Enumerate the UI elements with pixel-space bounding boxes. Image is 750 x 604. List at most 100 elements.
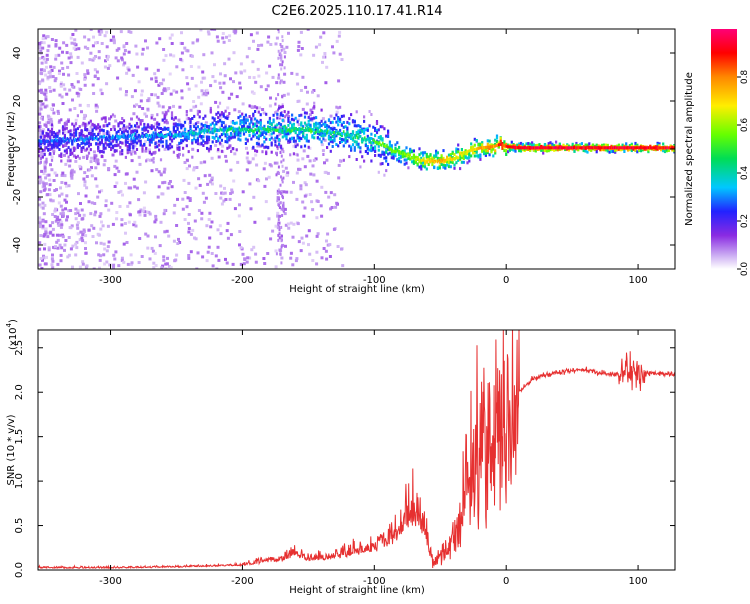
noise-cell	[146, 158, 150, 162]
noise-cell	[82, 213, 86, 217]
ridge-cell	[431, 156, 434, 160]
noise-cell	[62, 41, 66, 45]
ridge-cell	[254, 122, 257, 126]
ridge-cell	[148, 158, 151, 162]
ridge-cell	[220, 138, 223, 142]
ridge-cell	[416, 162, 419, 166]
noise-cell	[324, 81, 328, 85]
x-tick-label: -100	[363, 576, 386, 587]
ridge-cell	[427, 155, 430, 159]
ridge-core-cell	[489, 145, 492, 149]
ridge-cell	[84, 126, 87, 130]
ridge-cell	[143, 142, 146, 146]
noise-cell	[134, 224, 138, 228]
noise-cell	[65, 184, 68, 188]
noise-cell	[185, 76, 189, 80]
ridge-cell	[516, 143, 519, 147]
ridge-core-cell	[142, 135, 145, 139]
ridge-core-cell	[432, 158, 435, 162]
ridge-cell	[383, 156, 386, 160]
ridge-core-cell	[655, 146, 657, 150]
ridge-cell	[388, 151, 391, 155]
ridge-cell	[106, 124, 109, 128]
ridge-cell	[246, 139, 249, 143]
noise-cell	[323, 52, 327, 55]
noise-cell	[157, 185, 161, 189]
ridge-core-cell	[478, 146, 480, 150]
ridge-cell	[278, 138, 281, 142]
noise-cell	[89, 121, 93, 125]
noise-cell	[72, 170, 76, 174]
noise-cell	[51, 266, 55, 269]
ridge-cell	[189, 124, 192, 128]
ridge-cell	[438, 159, 441, 163]
noise-cell	[38, 89, 42, 93]
noise-cell	[259, 85, 263, 89]
ridge-core-cell	[467, 149, 469, 153]
ridge-cell	[261, 150, 264, 154]
ridge-cell	[287, 117, 290, 121]
ridge-cell	[270, 143, 273, 147]
ridge-cell	[169, 135, 172, 138]
ridge-cell	[152, 131, 155, 135]
noise-cell	[259, 144, 263, 148]
noise-cell	[113, 257, 117, 261]
ridge-core-cell	[147, 135, 150, 139]
ridge-cell	[300, 137, 303, 141]
ridge-core-cell	[77, 137, 79, 141]
noise-cell	[201, 70, 205, 74]
ridge-cell	[564, 148, 567, 151]
ridge-cell	[159, 137, 163, 141]
noise-cell	[50, 120, 54, 124]
noise-cell	[142, 191, 146, 195]
ridge-cell	[187, 137, 190, 140]
ridge-cell	[121, 141, 124, 145]
ridge-cell	[169, 137, 172, 141]
ridge-core-cell	[393, 150, 396, 154]
noise-cell	[296, 118, 300, 122]
noise-cell	[308, 193, 312, 196]
ridge-cell	[41, 141, 44, 145]
ridge-core-cell	[53, 139, 56, 142]
noise-cell	[92, 35, 95, 39]
ridge-cell	[324, 123, 327, 127]
ridge-core-cell	[533, 146, 536, 150]
ridge-cell	[285, 135, 288, 139]
ridge-cell	[39, 142, 42, 146]
noise-cell	[169, 266, 173, 269]
ridge-core-cell	[154, 134, 156, 138]
ridge-cell	[50, 130, 54, 134]
noise-cell	[128, 213, 132, 217]
ridge-core-cell	[512, 145, 515, 149]
ridge-cell	[353, 120, 356, 124]
noise-cell	[162, 87, 166, 91]
ridge-cell	[311, 111, 314, 114]
ridge-core-cell	[431, 159, 434, 163]
ridge-core-cell	[148, 134, 151, 137]
ridge-cell	[89, 143, 92, 147]
noise-cell	[252, 91, 256, 95]
noise-cell	[284, 244, 287, 248]
ridge-core-cell	[404, 152, 406, 156]
ridge-core-cell	[341, 132, 344, 136]
noise-cell	[309, 172, 313, 176]
noise-cell	[108, 263, 112, 267]
ridge-cell	[492, 147, 495, 151]
ridge-cell	[265, 150, 268, 154]
ridge-core-cell	[46, 139, 48, 143]
noise-cell	[311, 164, 315, 168]
noise-cell	[79, 202, 82, 205]
noise-cell	[279, 249, 281, 252]
noise-cell	[127, 220, 131, 224]
ridge-cell	[119, 121, 122, 125]
ridge-cell	[549, 141, 552, 145]
ridge-core-cell	[541, 146, 543, 150]
ridge-core-cell	[115, 135, 117, 139]
ridge-cell	[339, 141, 342, 144]
ridge-core-cell	[534, 146, 537, 150]
ridge-cell	[93, 132, 96, 136]
noise-cell	[241, 252, 245, 256]
ridge-cell	[84, 142, 87, 146]
noise-cell	[333, 193, 337, 197]
ridge-cell	[294, 145, 297, 149]
